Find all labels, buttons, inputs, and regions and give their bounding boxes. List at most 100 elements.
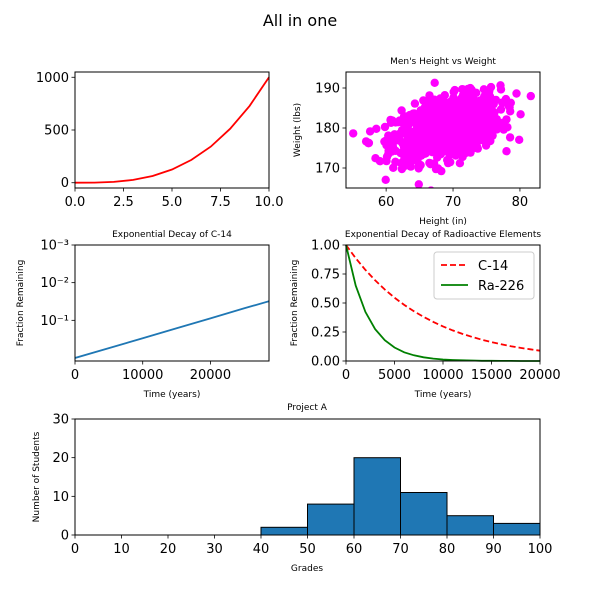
scatter-point <box>462 142 471 151</box>
scatter-point <box>423 96 432 105</box>
scatter-point <box>445 100 454 110</box>
scatter-point <box>466 130 476 140</box>
scatter-point <box>400 161 410 170</box>
scatter-point <box>414 133 423 143</box>
scatter-point <box>451 151 460 160</box>
legend-label-ra226: Ra-226 <box>478 279 524 294</box>
panel-decay-linear: Exponential Decay of Radioactive Element… <box>290 230 561 400</box>
histogram-xtick-label: 10 <box>113 542 130 557</box>
scatter-point <box>414 180 423 188</box>
scatter-point <box>481 141 491 150</box>
scatter-point <box>502 147 511 156</box>
cubic-xtick-label: 10.0 <box>255 195 284 210</box>
scatter-point <box>482 115 491 124</box>
scatter-point <box>467 104 476 114</box>
scatter-point <box>424 130 434 139</box>
scatter-point <box>479 105 488 114</box>
histogram-bar <box>493 522 541 536</box>
decay-log-ylabel: Fraction Remaining <box>16 260 26 347</box>
scatter-point <box>391 118 400 127</box>
scatter-point <box>454 113 463 122</box>
scatter-point <box>477 135 486 145</box>
scatter-point <box>391 157 400 166</box>
scatter-xtick-label: 80 <box>512 195 529 210</box>
legend: C-14 Ra-226 <box>433 251 535 300</box>
scatter-point <box>372 124 381 133</box>
scatter-point <box>436 99 446 108</box>
scatter-point <box>436 147 445 156</box>
histogram-bar <box>446 515 494 536</box>
histogram-xtick-label: 100 <box>528 542 553 557</box>
scatter-ylabel: Weight (lbs) <box>293 103 303 157</box>
scatter-point <box>457 105 466 115</box>
scatter-point <box>432 116 441 126</box>
decay-log-xtick-label: 20000 <box>190 368 231 383</box>
plot-area-scatter: 60 70 80 170 180 190 <box>315 71 541 210</box>
scatter-point <box>425 158 434 168</box>
histogram-xtick-label: 90 <box>485 542 502 557</box>
decay-linear-title: Exponential Decay of Radioactive Element… <box>345 230 542 240</box>
scatter-point <box>469 92 478 102</box>
panel-cubic: 0.0 2.5 5.0 7.5 10.0 0 500 1000 <box>36 71 284 210</box>
decay-log-series-line <box>75 300 269 359</box>
decay-linear-series-c14 <box>345 244 541 352</box>
scatter-point <box>412 125 421 134</box>
histogram-xtick-label: 20 <box>160 542 177 557</box>
decay-linear-ytick-label: 0.75 <box>311 268 340 283</box>
scatter-ytick-label: 190 <box>315 82 340 97</box>
histogram-ytick-label: 20 <box>52 451 69 466</box>
decay-log-xtick-label: 10000 <box>122 368 163 383</box>
cubic-xtick-label: 5.0 <box>162 195 183 210</box>
panel-histogram: Project A Grades Number of Students 0 10 2… <box>32 403 552 574</box>
plot-area-decay-linear: 0 5000 10000 15000 20000 0.00 0.25 0.50 0.75 1.00 <box>311 239 561 384</box>
scatter-point <box>430 95 439 104</box>
scatter-point <box>408 145 417 155</box>
decay-linear-xtick-label: 5000 <box>378 368 411 383</box>
scatter-point <box>505 133 515 142</box>
scatter-point <box>450 85 459 95</box>
scatter-point <box>349 129 358 138</box>
cubic-xtick-label: 2.5 <box>113 195 134 210</box>
scatter-point <box>496 81 505 90</box>
scatter-point <box>526 91 535 101</box>
histogram-bar <box>400 492 448 536</box>
scatter-point <box>375 157 385 166</box>
decay-log-axes-frame <box>74 244 270 362</box>
histogram-bar <box>260 526 308 536</box>
histogram-xtick-label: 40 <box>253 542 270 557</box>
scatter-point <box>457 126 466 135</box>
decay-log-ytick-label: 10⁻³ <box>40 239 69 254</box>
scatter-point <box>405 153 415 163</box>
scatter-point <box>410 99 420 108</box>
scatter-point <box>381 175 390 184</box>
cubic-ytick-label: 500 <box>44 124 69 139</box>
scatter-point <box>428 148 437 157</box>
scatter-point <box>407 132 417 141</box>
decay-linear-ytick-label: 0.25 <box>311 326 340 341</box>
scatter-points <box>349 78 535 188</box>
scatter-point <box>505 103 514 112</box>
scatter-point <box>512 89 521 98</box>
scatter-xlabel: Height (in) <box>419 217 467 227</box>
panel-decay-log: Exponential Decay of C-14 Time (years) F… <box>16 230 270 400</box>
decay-log-xlabel: Time (years) <box>143 390 201 400</box>
decay-linear-ytick-label: 0.00 <box>311 355 340 370</box>
histogram-ylabel: Number of Students <box>32 431 42 522</box>
histogram-xlabel: Grades <box>291 564 323 574</box>
histogram-xtick-label: 80 <box>439 542 456 557</box>
scatter-point <box>431 124 441 133</box>
cubic-ytick-label: 1000 <box>36 71 69 86</box>
decay-linear-xtick-label: 10000 <box>422 368 463 383</box>
scatter-point <box>487 131 496 141</box>
scatter-point <box>382 136 391 145</box>
cubic-series-line <box>74 76 270 184</box>
histogram-ytick-label: 0 <box>61 529 69 544</box>
scatter-point <box>408 109 418 118</box>
histogram-bar <box>307 503 355 536</box>
cubic-ytick-label: 0 <box>61 176 69 191</box>
scatter-point <box>458 152 467 162</box>
scatter-point <box>408 116 418 125</box>
scatter-point <box>450 129 460 138</box>
legend-box <box>433 251 535 300</box>
